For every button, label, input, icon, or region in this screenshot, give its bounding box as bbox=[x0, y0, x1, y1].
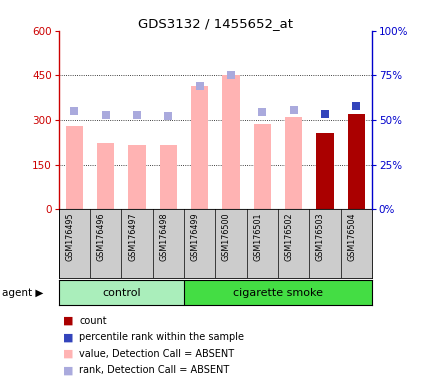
Bar bbox=[97, 143, 114, 209]
Bar bbox=[191, 86, 208, 209]
Text: GSM176503: GSM176503 bbox=[315, 213, 324, 261]
Bar bbox=[253, 124, 270, 209]
Text: percentile rank within the sample: percentile rank within the sample bbox=[79, 332, 243, 342]
Bar bbox=[347, 114, 364, 209]
Point bbox=[133, 112, 140, 118]
Bar bbox=[159, 145, 177, 209]
Point bbox=[289, 108, 296, 114]
Text: GSM176501: GSM176501 bbox=[253, 213, 262, 261]
Text: ■: ■ bbox=[63, 365, 73, 375]
Text: control: control bbox=[102, 288, 140, 298]
Bar bbox=[59, 280, 184, 305]
Point bbox=[71, 108, 78, 114]
Text: count: count bbox=[79, 316, 107, 326]
Bar bbox=[184, 280, 371, 305]
Bar bbox=[316, 133, 333, 209]
Text: GSM176500: GSM176500 bbox=[221, 213, 230, 261]
Text: ■: ■ bbox=[63, 332, 73, 342]
Point bbox=[102, 112, 109, 118]
Text: GSM176504: GSM176504 bbox=[346, 213, 355, 261]
Title: GDS3132 / 1455652_at: GDS3132 / 1455652_at bbox=[138, 17, 292, 30]
Text: GSM176497: GSM176497 bbox=[128, 213, 137, 262]
Point bbox=[227, 72, 234, 78]
Text: value, Detection Call = ABSENT: value, Detection Call = ABSENT bbox=[79, 349, 234, 359]
Bar bbox=[284, 117, 302, 209]
Text: GSM176502: GSM176502 bbox=[284, 213, 293, 262]
Bar bbox=[222, 75, 239, 209]
Text: GSM176499: GSM176499 bbox=[190, 213, 199, 262]
Point bbox=[196, 83, 203, 89]
Text: GSM176496: GSM176496 bbox=[96, 213, 105, 261]
Point bbox=[352, 103, 359, 109]
Bar bbox=[128, 145, 145, 209]
Point bbox=[258, 109, 265, 115]
Text: ■: ■ bbox=[63, 316, 73, 326]
Point bbox=[321, 111, 328, 117]
Text: cigarette smoke: cigarette smoke bbox=[233, 288, 322, 298]
Text: GSM176498: GSM176498 bbox=[159, 213, 168, 261]
Text: ■: ■ bbox=[63, 349, 73, 359]
Text: rank, Detection Call = ABSENT: rank, Detection Call = ABSENT bbox=[79, 365, 229, 375]
Point bbox=[164, 113, 171, 119]
Text: GSM176495: GSM176495 bbox=[65, 213, 74, 262]
Bar bbox=[66, 126, 83, 209]
Text: agent ▶: agent ▶ bbox=[2, 288, 43, 298]
